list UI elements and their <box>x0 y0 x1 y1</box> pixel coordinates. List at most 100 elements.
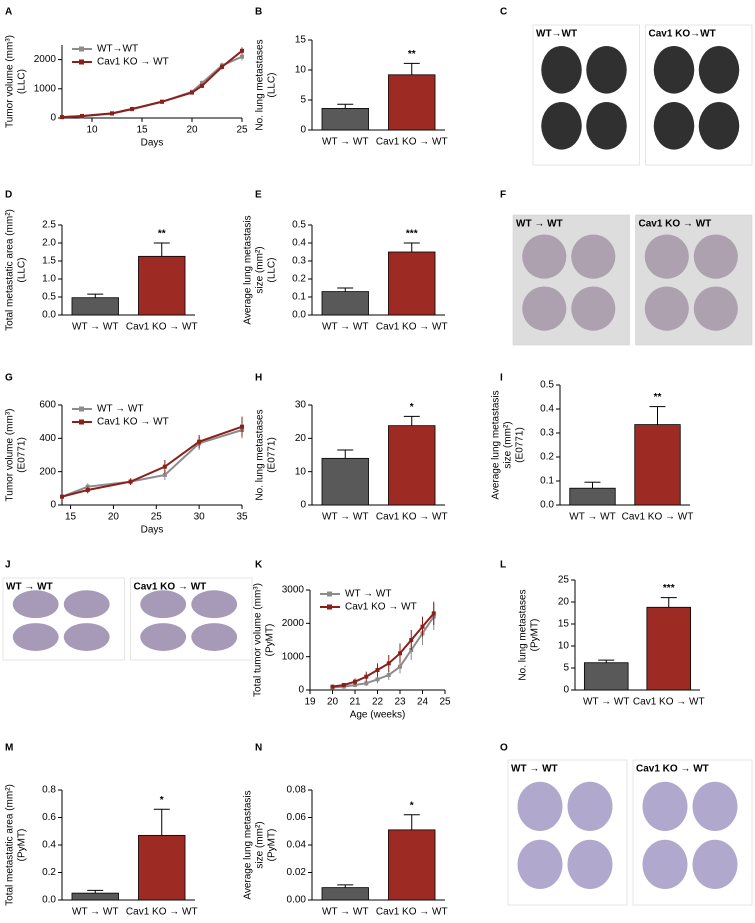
y-tick-label: 10 <box>558 641 570 652</box>
category-label: WT → WT <box>72 322 118 333</box>
y-axis-label: Total tumor volume (mm³) <box>253 583 264 697</box>
y-axis-label: (PyMT) <box>267 829 278 862</box>
error-bar <box>337 287 354 292</box>
x-tick-label: 30 <box>194 512 206 523</box>
x-tick-label: 21 <box>349 697 361 708</box>
bar <box>646 606 692 691</box>
series-line <box>332 612 435 688</box>
y-tick-label: 2.5 <box>42 220 56 231</box>
x-axis-label: Days <box>141 138 164 149</box>
y-tick-label: 400 <box>39 433 56 444</box>
bar <box>388 251 436 316</box>
marker <box>162 464 167 469</box>
error-bar <box>660 597 677 608</box>
y-axis-label: size (mm²) <box>255 246 266 293</box>
y-tick-label: 0.4 <box>292 238 306 249</box>
y-axis-label: Total metastatic area (mm²) <box>5 784 16 906</box>
y-tick-label: 2000 <box>34 54 57 65</box>
bar <box>321 108 369 131</box>
category-label: Cav1 KO → WT <box>126 907 198 918</box>
bar <box>569 487 616 506</box>
y-axis-label: No. lung metastases <box>518 589 529 680</box>
x-tick-label: 35 <box>236 512 248 523</box>
y-tick-label: 0.0 <box>42 310 56 321</box>
y-tick-label: 0.6 <box>42 812 56 823</box>
tissue <box>12 590 59 619</box>
tissue <box>692 839 738 890</box>
panel-letter: K <box>255 560 263 571</box>
x-tick-label: 25 <box>151 512 163 523</box>
series-line <box>332 616 435 689</box>
y-tick-label: 20 <box>558 597 570 608</box>
image-label: WT→WT <box>536 29 577 40</box>
x-tick-label: 24 <box>417 697 429 708</box>
marker <box>160 99 164 104</box>
y-tick-label: 0.2 <box>540 452 554 463</box>
tissue <box>12 623 59 651</box>
y-axis-label: (LLC) <box>17 69 28 94</box>
bar <box>583 662 629 691</box>
panel-letter: J <box>5 560 11 571</box>
y-tick-label: 0.5 <box>292 220 306 231</box>
image-label: WT → WT <box>516 219 563 230</box>
x-tick-label: 22 <box>372 697 384 708</box>
panel-letter: M <box>5 743 13 754</box>
panel-letter: C <box>500 7 507 18</box>
y-tick-label: 5 <box>300 95 306 106</box>
y-axis-label: Tumor volume (mm³) <box>5 409 16 502</box>
bar <box>138 834 186 901</box>
y-tick-label: 0.1 <box>292 292 306 303</box>
tissue <box>692 781 738 832</box>
bar <box>388 829 436 901</box>
x-tick-label: 19 <box>304 697 316 708</box>
y-tick-label: 5 <box>563 663 569 674</box>
x-tick-label: 15 <box>136 125 148 136</box>
marker <box>398 664 402 669</box>
series-line <box>61 425 243 498</box>
y-axis-label: Tumor volume (mm³) <box>5 35 16 128</box>
image-label: WT → WT <box>6 582 53 593</box>
y-axis-label: (PyMT) <box>530 619 541 652</box>
y-tick-label: 0 <box>563 685 569 696</box>
marker <box>240 424 244 429</box>
y-tick-label: 2000 <box>282 618 305 629</box>
marker <box>375 677 380 682</box>
marker <box>128 479 133 484</box>
y-axis-label: (LLC) <box>267 72 278 97</box>
significance: *** <box>406 229 418 240</box>
y-axis-label: No. lung metastases <box>255 39 266 130</box>
error-bar <box>337 103 354 109</box>
category-label: Cav1 KO → WT <box>376 322 448 333</box>
panel-letter: B <box>255 7 262 18</box>
x-axis-label: Age (weeks) <box>350 710 406 721</box>
image-bg <box>130 577 253 661</box>
bar <box>71 297 119 316</box>
panel-letter: O <box>500 743 508 754</box>
y-tick-label: 0.0 <box>292 310 306 321</box>
image-label: Cav1 KO → WT <box>134 582 207 593</box>
tissue <box>191 590 238 619</box>
tissue <box>653 46 695 94</box>
y-tick-label: 0.06 <box>287 812 307 823</box>
significance: ** <box>408 49 416 60</box>
tissue <box>522 286 567 331</box>
y-axis-label: Average lung metastasis <box>491 390 502 499</box>
y-tick-label: 15 <box>295 35 307 46</box>
y-axis-label: (PyMT) <box>265 624 276 657</box>
marker <box>386 673 391 677</box>
category-label: WT → WT <box>583 697 629 708</box>
tissue <box>567 781 613 832</box>
y-tick-label: 0.8 <box>42 785 56 796</box>
x-tick-label: 23 <box>394 697 406 708</box>
legend-label: Cav1 KO → WT <box>345 602 417 613</box>
marker <box>240 48 244 53</box>
significance: ** <box>654 392 662 403</box>
significance: ** <box>158 229 166 240</box>
error-bar <box>87 293 104 298</box>
y-tick-label: 20 <box>295 433 307 444</box>
significance: * <box>410 800 414 811</box>
marker <box>431 611 436 616</box>
tissue <box>644 286 689 331</box>
significance: * <box>410 402 414 413</box>
